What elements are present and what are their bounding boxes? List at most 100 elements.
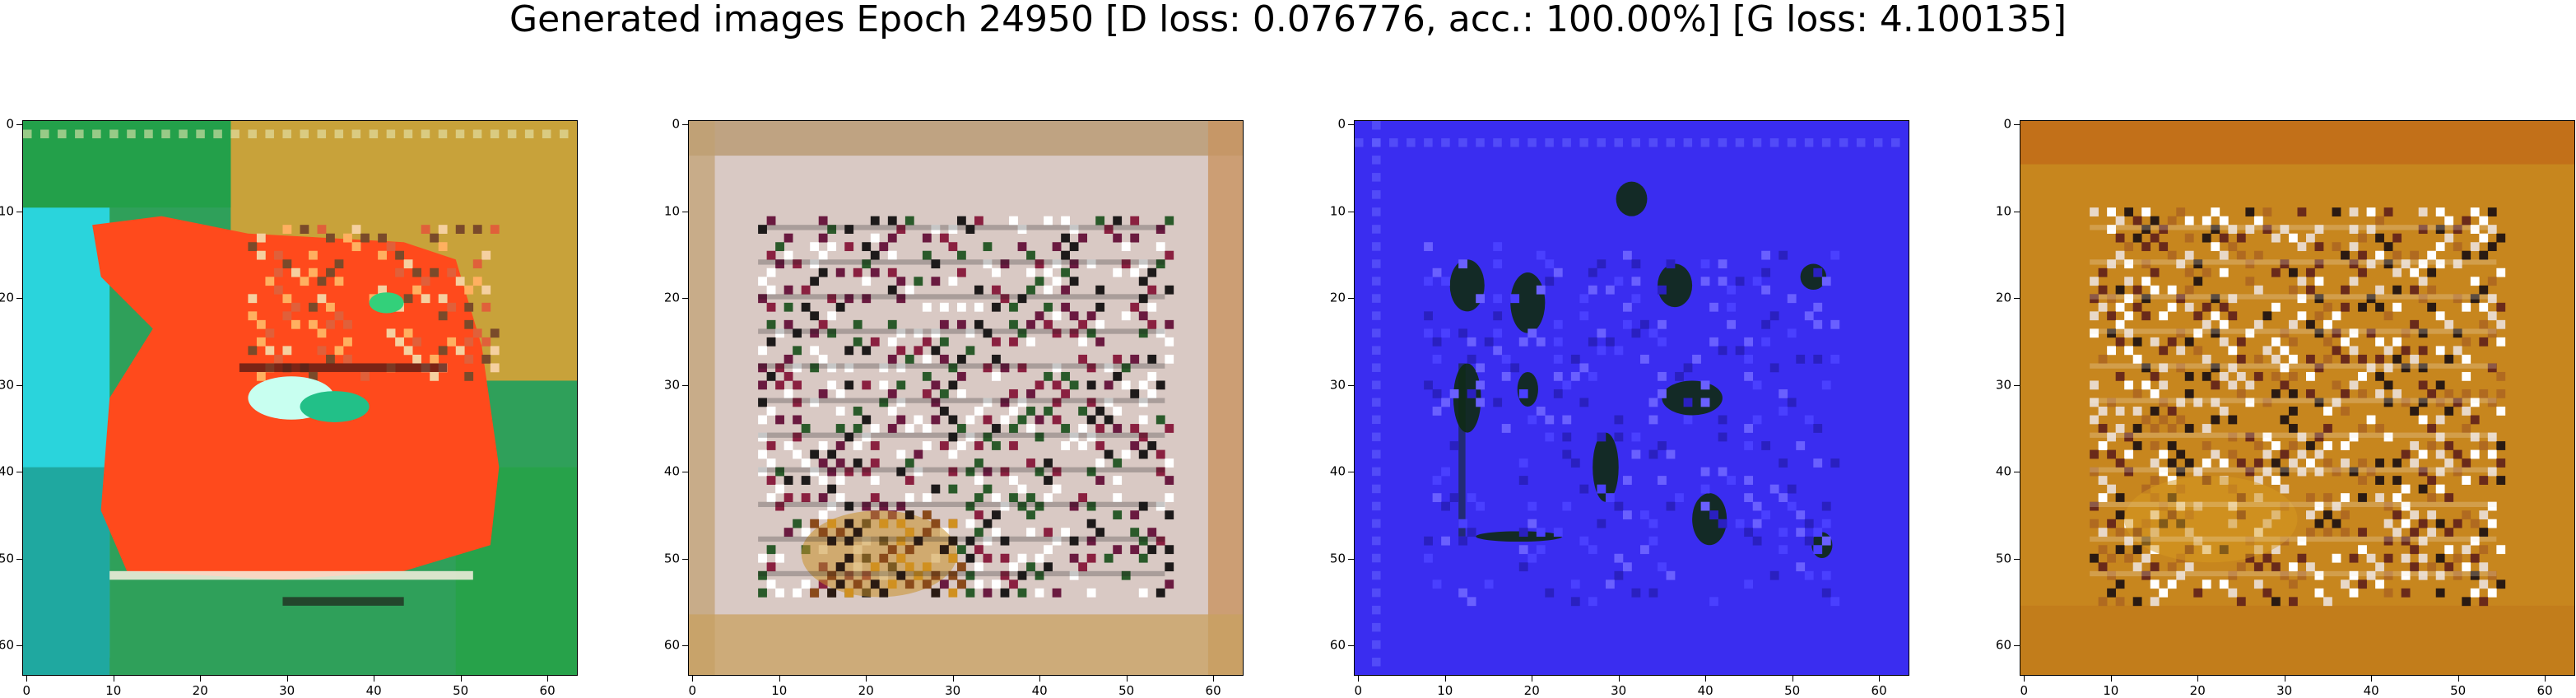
pixel-cell (1658, 389, 1667, 398)
pixel-cell (922, 510, 932, 520)
pixel-cell (1769, 570, 1779, 580)
pixel-cell (783, 476, 793, 485)
pixel-cell (887, 354, 897, 364)
x-tick-mark (1879, 676, 1881, 682)
pixel-cell (1086, 259, 1096, 269)
pixel-cell (1476, 380, 1486, 390)
pixel-cell (1518, 389, 1528, 398)
pixel-cell (1467, 493, 1476, 502)
pixel-cell (2487, 519, 2497, 528)
x-tick-label: 20 (192, 683, 208, 698)
edge-stripe (1752, 138, 1762, 147)
pixel-cell (965, 570, 975, 580)
pixel-cell (1718, 432, 1727, 442)
pixel-cell (1026, 407, 1035, 416)
spot-dark (1616, 181, 1648, 216)
pixel-cell (1640, 319, 1649, 329)
pixel-cell (2418, 398, 2428, 407)
pixel-cell (887, 216, 897, 226)
pixel-cell (248, 311, 258, 321)
edge-stripe (127, 129, 136, 139)
pixel-cell (1675, 493, 1684, 502)
pixel-cell (1155, 328, 1165, 338)
pixel-cell (983, 398, 993, 407)
pixel-cell (1017, 588, 1027, 598)
pixel-cell (291, 319, 300, 329)
pixel-cell (1588, 268, 1597, 277)
pixel-cell (948, 519, 958, 528)
pixel-cell (2253, 319, 2263, 329)
y-tick-mark (16, 298, 22, 300)
pixel-cell (1493, 294, 1503, 304)
x-tick-mark (460, 676, 462, 682)
pixel-cell (2453, 398, 2462, 407)
pixel-cell (766, 319, 776, 329)
pixel-cell (2219, 337, 2229, 347)
pixel-cell (835, 528, 845, 537)
pixel-cell (2349, 380, 2359, 390)
pixel-cell (2098, 476, 2108, 485)
pixel-cell (1155, 467, 1165, 477)
pixel-cell (1095, 302, 1105, 312)
pixel-cell (2462, 216, 2471, 226)
pixel-cell (1579, 363, 1589, 373)
pixel-cell (1026, 319, 1035, 329)
pixel-cell (2375, 371, 2384, 381)
pixel-cell (1000, 467, 1010, 477)
pixel-cell (1545, 588, 1555, 598)
pixel-cell (1821, 277, 1831, 286)
pixel-cell (2383, 432, 2393, 442)
pixel-cell (248, 294, 258, 304)
pixel-cell (2219, 233, 2229, 243)
pixel-cell (317, 346, 327, 356)
pixel-cell (766, 268, 776, 277)
pixel-cell (1104, 363, 1114, 373)
pixel-cell (853, 441, 863, 450)
pixel-cell (2418, 363, 2428, 373)
pixel-cell (922, 371, 932, 381)
pixel-cell (2211, 294, 2220, 304)
pixel-cell (1138, 501, 1148, 511)
pixel-cell (1052, 380, 1062, 390)
pixel-cell (2349, 259, 2359, 269)
pixel-cell (2306, 528, 2315, 537)
edge-stripe (1372, 363, 1381, 372)
pixel-cell (1061, 389, 1070, 398)
pixel-cell (2115, 302, 2125, 312)
pixel-cell (2410, 510, 2420, 520)
pixel-cell (1104, 380, 1114, 390)
pixel-cell (974, 476, 983, 485)
pixel-cell (1787, 294, 1797, 304)
pixel-cell (992, 268, 1001, 277)
pixel-cell (939, 354, 949, 364)
pixel-cell (412, 268, 422, 277)
pixel-cell (862, 467, 872, 477)
pixel-cell (1130, 424, 1140, 433)
pixel-cell (827, 225, 837, 235)
pixel-cell (1648, 449, 1658, 459)
pixel-cell (2453, 553, 2462, 563)
pixel-cell (1744, 476, 1754, 485)
pixel-cell (1510, 294, 1520, 304)
pixel-cell (2323, 319, 2332, 329)
pixel-cell (1138, 553, 1148, 563)
edge-stripe (490, 129, 500, 139)
pixel-cell (2280, 259, 2290, 269)
x-tick-label: 40 (365, 683, 382, 698)
pixel-cell (2090, 207, 2099, 216)
pixel-cell (2132, 233, 2142, 243)
figure-title: Generated images Epoch 24950 [D loss: 0.… (509, 0, 2067, 40)
pixel-cell (827, 588, 837, 598)
pixel-cell (1458, 259, 1468, 269)
region-left-teal (23, 467, 110, 675)
pixel-cell (2184, 458, 2194, 468)
pixel-cell (2435, 432, 2445, 442)
pixel-cell (1069, 553, 1079, 563)
pixel-cell (2470, 536, 2480, 546)
pixel-cell (965, 225, 975, 235)
pixel-cell (2297, 294, 2307, 304)
pixel-cell (2323, 354, 2332, 364)
pixel-cell (1476, 294, 1486, 304)
pixel-cell (887, 268, 897, 277)
x-tick-mark (2110, 676, 2112, 682)
